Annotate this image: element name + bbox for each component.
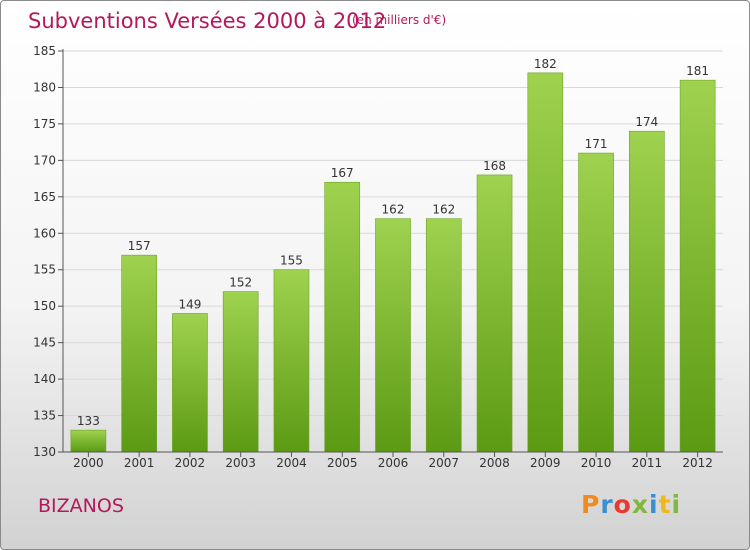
bar-2009 [527, 72, 564, 453]
bar-2008 [476, 174, 513, 453]
data-label-2002: 149 [178, 297, 201, 311]
y-tick-label: 145 [33, 336, 56, 350]
y-tick-label: 180 [33, 80, 56, 94]
x-tick-label-2012: 2012 [682, 456, 713, 470]
data-label-2008: 168 [483, 159, 506, 173]
bar-2011 [629, 130, 665, 453]
data-label-2010: 171 [585, 137, 608, 151]
y-tick-label: 165 [33, 190, 56, 204]
bar-2012 [679, 79, 716, 453]
chart-title: Subventions Versées 2000 à 2012 [28, 9, 387, 33]
y-tick-label: 155 [33, 263, 56, 277]
data-label-2001: 157 [128, 239, 151, 253]
proxiti-logo[interactable]: Proxiti [581, 490, 682, 519]
city-name: BIZANOS [38, 495, 124, 517]
x-tick-label-2001: 2001 [124, 456, 155, 470]
bar-2003 [222, 291, 259, 453]
data-label-2007: 162 [432, 203, 455, 217]
x-tick-label-2008: 2008 [479, 456, 510, 470]
data-label-2012: 181 [686, 64, 709, 78]
data-label-2003: 152 [229, 276, 252, 290]
x-tick-label-2010: 2010 [581, 456, 612, 470]
chart-subtitle: (en milliers d'€) [352, 13, 447, 27]
y-tick-label: 175 [33, 117, 56, 131]
bar-2004 [273, 269, 310, 453]
data-label-2006: 162 [382, 203, 405, 217]
data-label-2011: 174 [635, 115, 658, 129]
data-label-2004: 155 [280, 254, 303, 268]
y-tick-label: 160 [33, 226, 56, 240]
bar-2001 [121, 254, 157, 453]
bar-2010 [578, 152, 614, 453]
y-tick-label: 130 [33, 445, 56, 459]
y-tick-label: 150 [33, 299, 56, 313]
x-tick-label-2000: 2000 [73, 456, 104, 470]
x-tick-label-2005: 2005 [327, 456, 358, 470]
x-tick-label-2007: 2007 [428, 456, 459, 470]
x-tick-label-2002: 2002 [175, 456, 206, 470]
bar-2000 [70, 429, 107, 453]
y-tick-label: 135 [33, 409, 56, 423]
data-label-2005: 167 [331, 166, 354, 180]
y-tick-label: 140 [33, 372, 56, 386]
bar-2006 [375, 218, 411, 453]
y-tick-label: 170 [33, 153, 56, 167]
bar-2002 [172, 313, 208, 453]
data-label-2000: 133 [77, 414, 100, 428]
bar-2005 [324, 181, 361, 453]
x-tick-label-2011: 2011 [632, 456, 663, 470]
y-tick-label: 185 [33, 44, 56, 58]
x-tick-label-2004: 2004 [276, 456, 307, 470]
x-tick-label-2006: 2006 [378, 456, 409, 470]
x-tick-label-2009: 2009 [530, 456, 561, 470]
x-tick-label-2003: 2003 [225, 456, 256, 470]
data-label-2009: 182 [534, 57, 557, 71]
bar-2007 [425, 218, 462, 453]
